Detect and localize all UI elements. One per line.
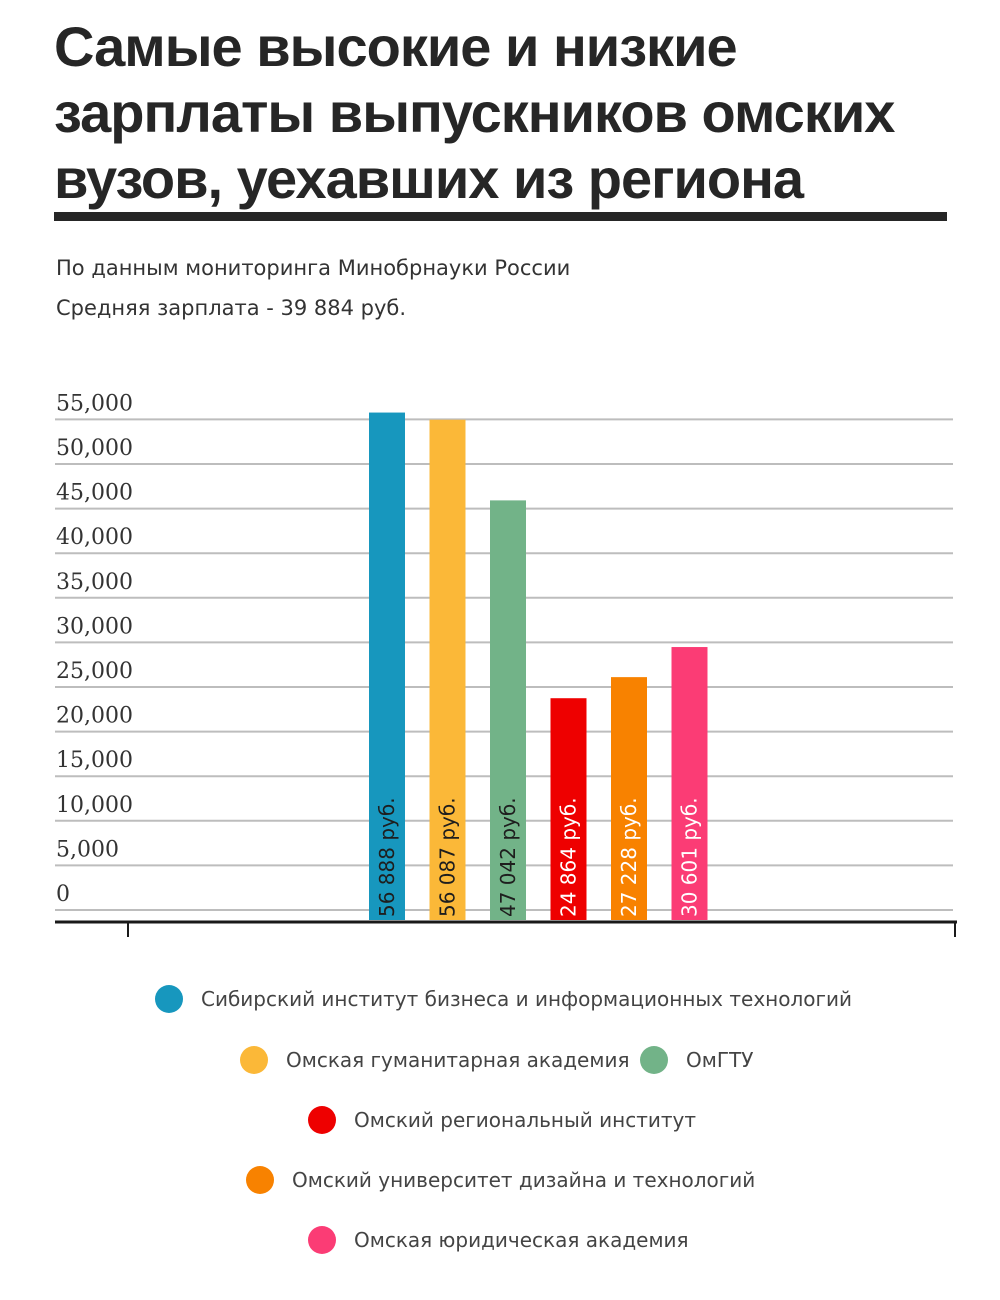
- y-tick-label: 55,000: [56, 391, 133, 416]
- legend-label: Сибирский институт бизнеса и информацион…: [201, 987, 853, 1011]
- y-tick-label: 40,000: [56, 525, 133, 550]
- bar-value-label: 47 042 руб.: [496, 797, 520, 917]
- legend-label: Омская юридическая академия: [354, 1228, 689, 1252]
- legend-swatch: [308, 1226, 336, 1254]
- y-tick-label: 10,000: [56, 793, 133, 818]
- legend-item-ori: Омский региональный институт: [308, 1106, 696, 1134]
- legend-swatch: [640, 1046, 668, 1074]
- y-tick-label: 15,000: [56, 748, 133, 773]
- bar: [429, 419, 466, 920]
- average-salary-note: Средняя зарплата - 39 884 руб.: [56, 296, 407, 320]
- legend-item-oyua: Омская юридическая академия: [308, 1226, 689, 1254]
- legend-swatch: [155, 985, 183, 1013]
- bar-value-label: 30 601 руб.: [678, 797, 702, 917]
- y-tick-label: 30,000: [56, 614, 133, 639]
- legend-label: Омский университет дизайна и технологий: [292, 1168, 756, 1192]
- legend-item-sibit: Сибирский институт бизнеса и информацион…: [155, 985, 852, 1013]
- bar: [550, 698, 587, 920]
- bar-value-label: 56 087 руб.: [436, 797, 460, 917]
- bar: [671, 647, 708, 920]
- y-tick-label: 25,000: [56, 659, 133, 684]
- bar-value-label: 27 228 руб.: [617, 797, 641, 917]
- title-rule: [54, 212, 947, 221]
- y-tick-label: 0: [56, 882, 70, 907]
- legend-swatch: [240, 1046, 268, 1074]
- legend-item-omgtu: ОмГТУ: [640, 1046, 753, 1074]
- legend-label: Омский региональный институт: [354, 1108, 696, 1132]
- legend-swatch: [246, 1166, 274, 1194]
- legend-label: ОмГТУ: [686, 1048, 754, 1072]
- legend-item-oga: Омская гуманитарная академия: [240, 1046, 629, 1074]
- bar-chart: 0 5,000 10,000 15,000 20,000 25,000 30,000 35,0…: [55, 391, 957, 937]
- chart-title: Самые высокие и низкие зарплаты выпускни…: [54, 15, 895, 210]
- bar: [369, 412, 405, 920]
- bar-value-label: 56 888 руб.: [375, 797, 399, 917]
- legend-item-oudt: Омский университет дизайна и технологий: [246, 1166, 755, 1194]
- bar: [611, 677, 647, 920]
- y-tick-label: 45,000: [56, 481, 133, 506]
- y-tick-label: 35,000: [56, 570, 133, 595]
- bar: [490, 500, 526, 920]
- y-tick-label: 20,000: [56, 704, 133, 729]
- legend-swatch: [308, 1106, 336, 1134]
- y-tick-label: 50,000: [56, 436, 133, 461]
- source-note: По данным мониторинга Минобрнауки России: [56, 256, 571, 280]
- y-tick-label: 5,000: [56, 837, 119, 862]
- bar-value-label: 24 864 руб.: [557, 797, 581, 917]
- legend-label: Омская гуманитарная академия: [286, 1048, 630, 1072]
